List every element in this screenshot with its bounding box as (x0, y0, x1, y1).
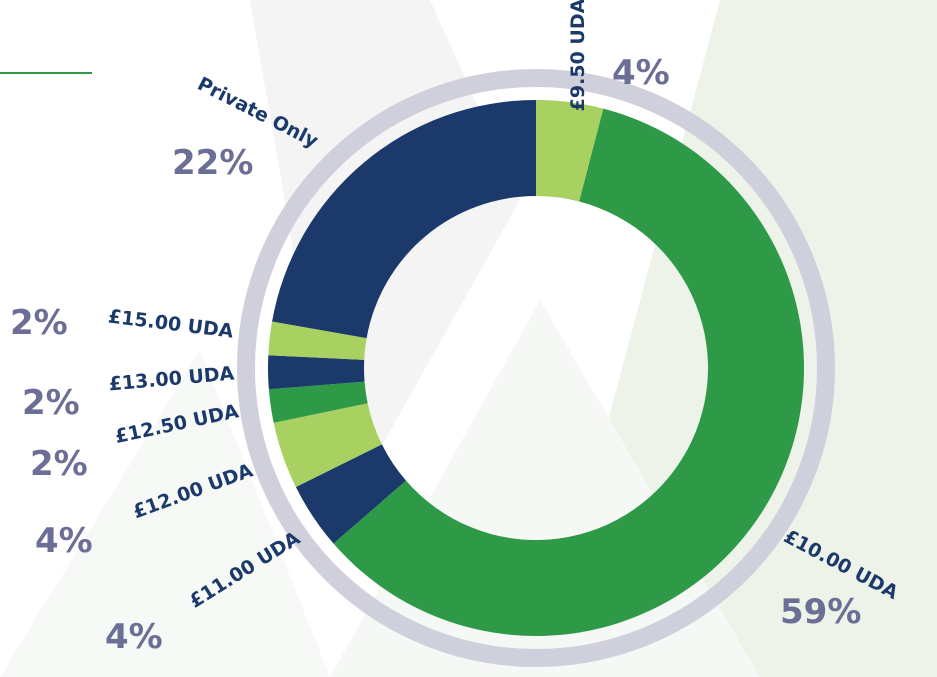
value-label: 59% (780, 592, 861, 632)
donut-segment (273, 403, 382, 488)
donut-segment (295, 444, 407, 544)
value-label: 2% (30, 444, 88, 484)
value-label: 2% (22, 383, 80, 423)
value-label: 22% (172, 143, 253, 183)
donut-segment (268, 321, 367, 360)
donut-segment (267, 355, 365, 390)
value-label: 2% (10, 303, 68, 343)
donut-segment (268, 381, 368, 423)
donut-segment (333, 108, 804, 637)
bg-shape (0, 350, 330, 677)
value-label: 4% (105, 617, 163, 657)
donut-segment (272, 100, 536, 339)
segment-label: £15.00 UDA (107, 305, 235, 342)
value-label: 4% (612, 53, 670, 93)
segment-label: £9.50 UDA (567, 0, 589, 111)
value-label: 4% (35, 521, 93, 561)
segment-label: £13.00 UDA (108, 363, 236, 396)
outer-ring (237, 69, 835, 667)
donut-segment (536, 100, 604, 202)
